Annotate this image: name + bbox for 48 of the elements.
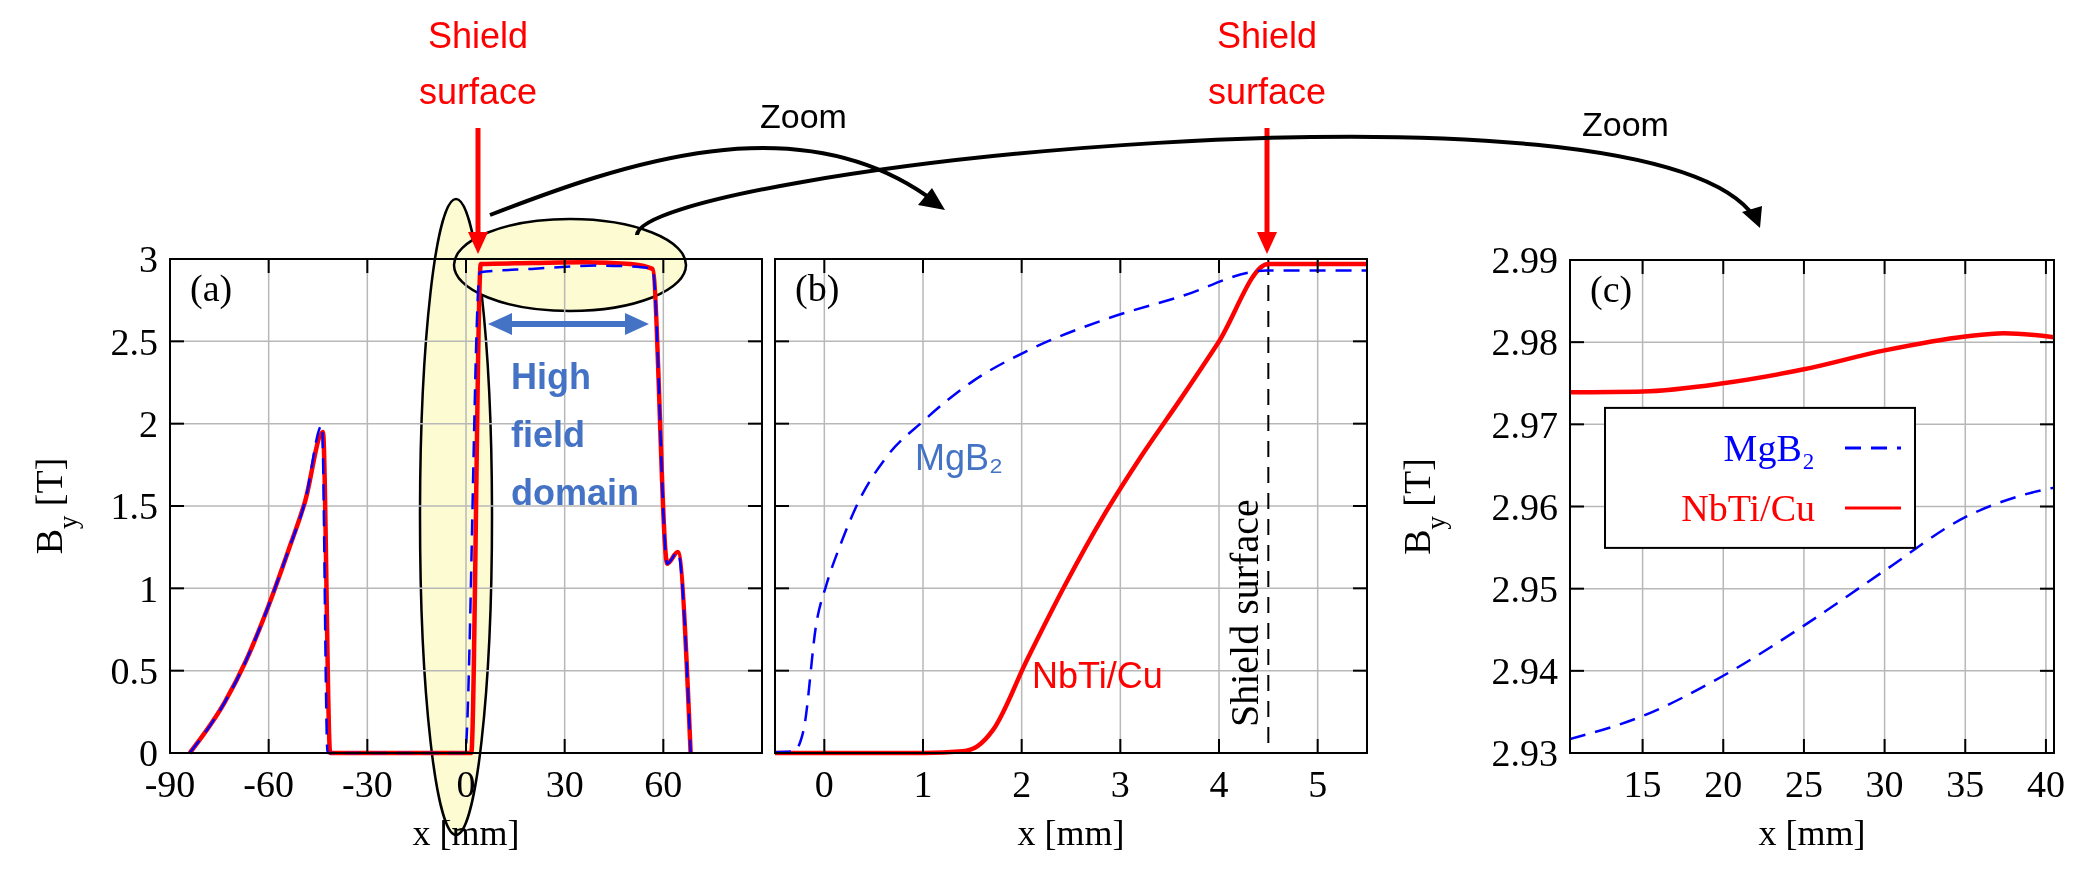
- text: Shield surface: [418, 15, 538, 112]
- x-tick-label: -30: [342, 763, 393, 805]
- legend-label: NbTi/Cu: [1681, 487, 1815, 530]
- annotation: (c): [1590, 268, 1633, 311]
- x-tick-label: 4: [1209, 763, 1229, 805]
- y-tick-label: 2.95: [1491, 567, 1558, 610]
- x-tick-label: 3: [1110, 763, 1130, 805]
- x-tick-label: 40: [2026, 763, 2065, 805]
- y-tick-label: 2.98: [1491, 321, 1558, 364]
- x-tick-label: 0: [456, 763, 476, 805]
- y-tick-label: 2.97: [1491, 403, 1558, 446]
- y-tick-label: 2: [139, 402, 158, 445]
- x-tick-label: 15: [1623, 763, 1662, 805]
- y-tick-label: 2.5: [110, 320, 158, 363]
- y-tick-label: 0.5: [110, 649, 158, 692]
- y-tick-label: 2.93: [1491, 732, 1558, 775]
- text: Zoom: [1582, 105, 1669, 143]
- legend-label: MgB₂: [1723, 427, 1815, 470]
- line-series: [1570, 330, 2054, 395]
- x-tick-label: 60: [644, 763, 683, 805]
- x-tick-label: 25: [1784, 763, 1823, 805]
- y-tick-label: 2.96: [1491, 485, 1558, 528]
- annotation: MgB₂: [915, 437, 1003, 478]
- x-tick-label: 5: [1308, 763, 1328, 805]
- x-tick-label: 30: [1865, 763, 1904, 805]
- y-tick-label: 3: [139, 238, 158, 281]
- annotation: (a): [190, 267, 233, 310]
- x-tick-label: 2: [1012, 763, 1032, 805]
- x-tick-label: 1: [913, 763, 933, 805]
- annotation: High field domain: [511, 356, 640, 513]
- x-tick-label: -60: [243, 763, 294, 805]
- x-tick-label: 35: [1946, 763, 1985, 805]
- y-tick-label: 1: [139, 567, 158, 610]
- x-axis-title: x [mm]: [1758, 813, 1866, 853]
- y-tick-label: 2.94: [1491, 650, 1558, 693]
- x-tick-label: 20: [1704, 763, 1743, 805]
- x-axis-title: x [mm]: [412, 813, 520, 853]
- line-series: [1570, 486, 2054, 741]
- text: Zoom: [760, 97, 847, 135]
- text: Shield surface: [1207, 15, 1327, 112]
- x-tick-label: 30: [545, 763, 584, 805]
- annotation: (b): [795, 267, 840, 310]
- x-tick-label: 0: [814, 763, 834, 805]
- annotation: NbTi/Cu: [1032, 655, 1163, 696]
- y-tick-label: 1.5: [110, 485, 158, 528]
- y-tick-label: 2.99: [1491, 239, 1558, 282]
- ref-line-label: Shield surface: [1222, 499, 1268, 727]
- x-axis-title: x [mm]: [1017, 813, 1125, 853]
